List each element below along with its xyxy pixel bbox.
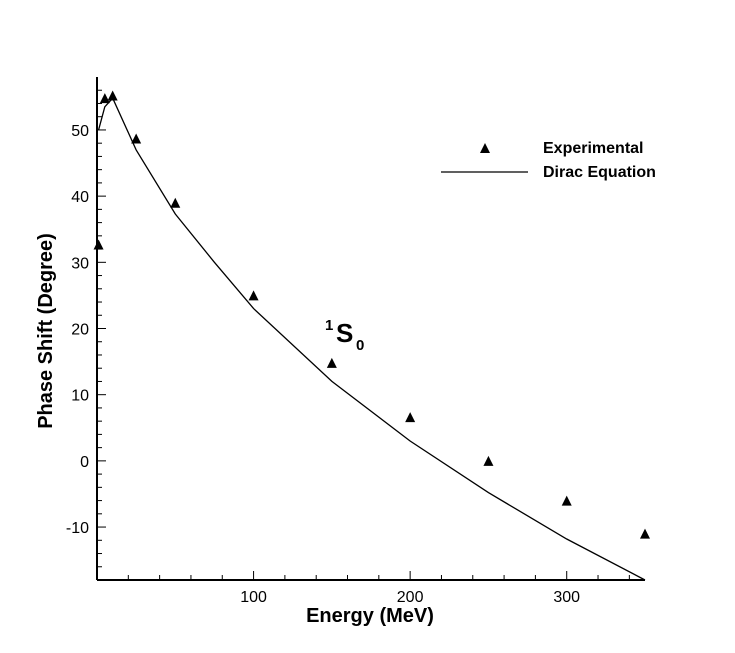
x-tick-label: 100 xyxy=(240,589,267,606)
y-tick-label: 10 xyxy=(71,388,89,405)
legend: Experimental Dirac Equation xyxy=(441,140,656,181)
x-axis-title: Energy (MeV) xyxy=(306,605,434,627)
experimental-point xyxy=(170,197,181,208)
y-tick-label: 50 xyxy=(71,123,89,140)
experimental-point xyxy=(561,495,572,506)
experimental-point xyxy=(93,239,104,250)
experimental-point xyxy=(107,90,118,101)
y-tick-label: 0 xyxy=(80,454,89,471)
experimental-point xyxy=(99,93,110,104)
data-series xyxy=(93,90,650,581)
legend-triangle-icon xyxy=(480,143,490,153)
annotation-subscript: 0 xyxy=(356,337,364,354)
y-tick-label: 20 xyxy=(71,322,89,339)
state-annotation: 1 S 0 xyxy=(325,317,364,354)
y-tick-label: -10 xyxy=(66,520,89,537)
experimental-point xyxy=(131,133,142,144)
y-tick-label: 40 xyxy=(71,189,89,206)
y-tick-label: 30 xyxy=(71,255,89,272)
experimental-point xyxy=(483,455,494,466)
y-axis-title: Phase Shift (Degree) xyxy=(35,233,57,429)
experimental-point xyxy=(326,357,337,368)
annotation-main: S xyxy=(336,318,353,348)
axes xyxy=(96,77,645,581)
experimental-point xyxy=(640,528,650,539)
experimental-point xyxy=(248,290,259,301)
x-tick-label: 300 xyxy=(553,589,580,606)
experimental-point xyxy=(405,412,416,423)
annotation-superscript: 1 xyxy=(325,317,333,334)
legend-label-dirac: Dirac Equation xyxy=(543,164,656,181)
dirac-equation-line xyxy=(97,97,646,581)
legend-label-experimental: Experimental xyxy=(543,140,643,157)
x-tick-label: 200 xyxy=(397,589,424,606)
